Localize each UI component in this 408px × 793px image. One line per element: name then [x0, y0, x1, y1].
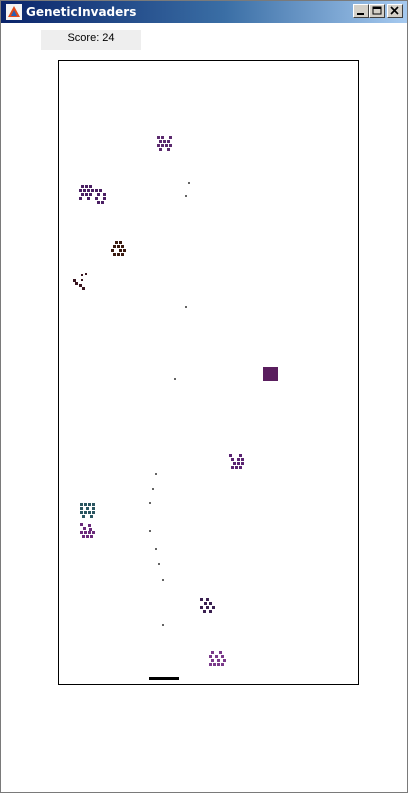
title-bar[interactable]: GeneticInvaders — [1, 1, 407, 23]
java-cup-icon — [6, 4, 22, 20]
bullets — [149, 182, 190, 626]
bullet — [174, 378, 176, 380]
invader-5 — [263, 367, 278, 381]
minimize-button[interactable] — [353, 4, 369, 18]
invader-1 — [157, 136, 172, 151]
bullet — [155, 473, 157, 475]
invader-7 — [80, 503, 95, 518]
game-canvas — [73, 136, 278, 680]
invader-4 — [73, 273, 87, 290]
minimize-icon — [357, 13, 364, 15]
player-ship — [149, 677, 179, 680]
bullet — [162, 579, 164, 581]
bullet — [149, 530, 151, 532]
maximize-icon — [372, 6, 382, 15]
bullet — [152, 488, 154, 490]
invader-6 — [229, 454, 244, 469]
invader-2 — [79, 185, 106, 204]
game-field[interactable] — [58, 60, 359, 685]
invader-8 — [80, 523, 95, 538]
invader-3 — [111, 241, 126, 256]
invader-9 — [200, 598, 215, 613]
bullet — [155, 548, 157, 550]
bullet — [162, 624, 164, 626]
bullet — [158, 563, 160, 565]
close-icon — [390, 6, 399, 15]
bullet — [149, 502, 151, 504]
window-title: GeneticInvaders — [26, 5, 137, 19]
maximize-button[interactable] — [369, 4, 385, 18]
close-button[interactable] — [387, 4, 403, 18]
bullet — [185, 195, 187, 197]
score-display: Score: 24 — [41, 30, 141, 50]
bullet — [188, 182, 190, 184]
bullet — [185, 306, 187, 308]
invader-10 — [209, 651, 226, 666]
